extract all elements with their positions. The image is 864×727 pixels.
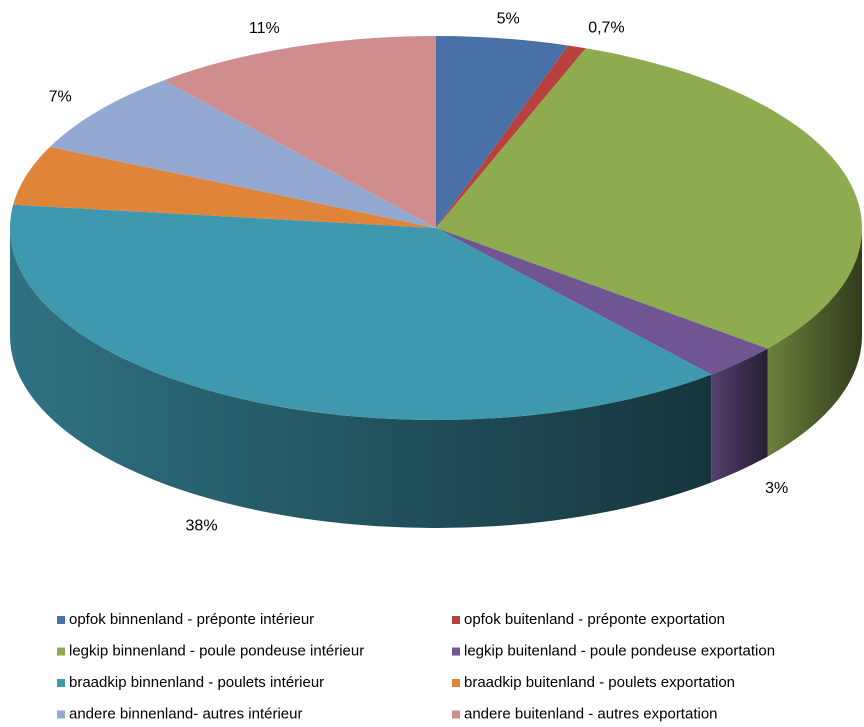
legend-label: andere binnenland- autres intérieur [69,705,303,722]
legend-label: opfok binnenland - préponte intérieur [69,611,314,628]
legend-swatch [57,647,65,656]
data-label: 11% [249,20,280,37]
pie-slice [436,45,586,229]
legend-label: legkip binnenland - poule pondeuse intér… [69,642,364,659]
legend-label: andere buitenland - autres exportation [464,705,718,722]
slice-side [711,348,768,483]
legend-swatch [57,616,65,624]
legend-label: braadkip binnenland - poulets intérieur [69,674,324,691]
pie-slice [163,36,436,228]
legend-swatch [452,647,460,656]
legend-swatch [452,616,460,624]
pie-slice [436,48,863,349]
pie-slice [49,80,436,228]
pie-slice [10,204,712,420]
data-label: 5% [497,10,520,27]
data-label: 0,7% [588,20,624,37]
legend-swatch [452,679,460,687]
slice-side [767,228,862,457]
legend-label: braadkip buitenland - poulets exportatio… [464,674,735,691]
legend-swatch [57,710,65,719]
legend-label: legkip buitenland - poule pondeuse expor… [464,642,775,659]
legend-swatch [452,710,460,719]
legend-label: opfok buitenland - préponte exportation [464,611,725,628]
data-label: 7% [49,89,72,106]
slice-side [10,228,712,528]
pie-slice [436,36,569,228]
pie-slice [436,228,768,375]
legend-swatch [57,679,65,687]
pie-slice [13,146,437,228]
data-label: 38% [186,518,218,535]
data-label: 3% [765,480,788,497]
